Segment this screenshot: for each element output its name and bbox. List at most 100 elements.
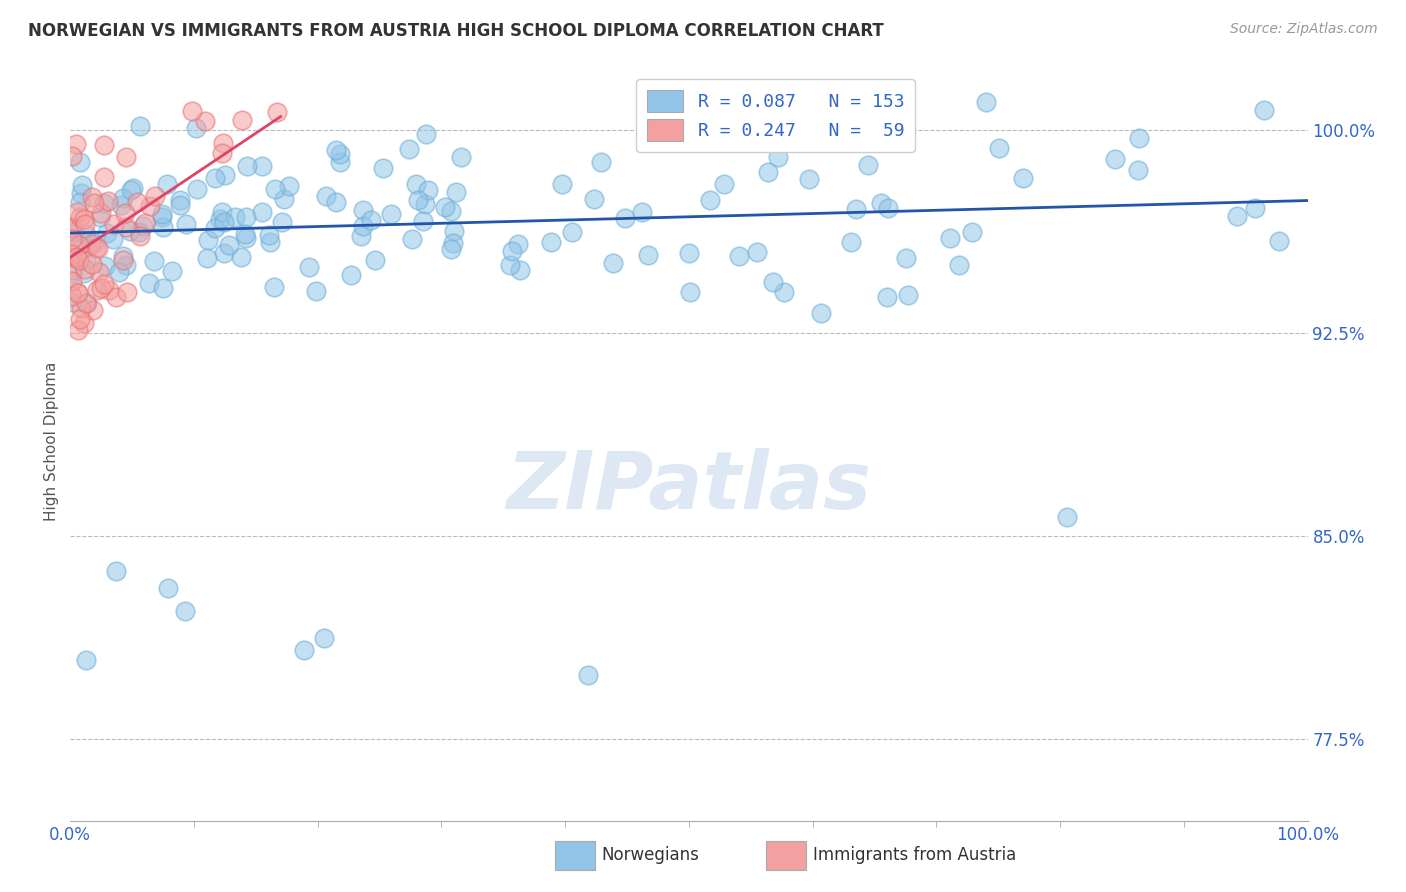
Point [82,190,104,204]
Point [870,195,893,210]
Point [110,198,132,212]
Point [150,207,173,221]
Point [418,183,440,197]
Point [810,306,832,320]
Point [257,227,280,242]
Point [80,236,103,251]
Point [60,263,83,277]
Point [1268,234,1291,248]
Point [60,149,83,163]
Point [948,258,970,272]
Point [156,177,179,191]
Point [174,604,197,618]
Point [142,254,165,268]
Point [868,104,890,119]
Point [194,113,217,128]
Point [229,251,252,265]
Point [70,233,93,247]
Point [266,105,288,120]
Point [440,204,463,219]
Point [897,287,920,301]
Point [75,252,97,267]
Point [174,217,197,231]
Point [235,210,257,224]
Point [157,582,180,596]
Point [398,143,420,157]
Point [499,258,522,272]
Point [66,285,89,300]
Point [75,227,97,241]
Point [93,169,115,184]
Point [292,643,315,657]
Point [84,241,107,255]
Point [98,283,121,297]
Point [551,177,574,191]
Point [1128,131,1150,145]
Point [218,237,240,252]
Point [115,150,138,164]
Point [583,192,606,206]
Point [67,252,90,267]
Point [325,195,347,210]
Point [509,263,531,277]
Point [443,224,465,238]
Point [212,136,235,150]
Point [659,131,682,145]
Point [87,241,110,255]
Point [508,237,530,252]
Point [589,154,612,169]
Point [195,251,218,265]
Point [120,224,142,238]
Point [60,221,83,235]
Point [350,228,373,243]
Point [1226,209,1249,223]
Point [125,194,148,209]
Point [112,191,135,205]
Point [678,285,700,299]
Point [73,211,96,226]
Point [637,248,659,262]
Point [90,281,112,295]
Point [83,195,105,210]
Point [224,210,246,224]
Point [138,276,160,290]
Point [352,219,374,234]
Point [67,322,90,336]
Point [561,225,583,239]
Point [876,290,898,304]
Point [87,265,110,279]
Point [60,289,83,303]
Point [82,303,104,318]
Point [83,235,105,250]
Point [120,183,142,197]
Point [415,128,437,142]
Point [211,204,233,219]
Legend: R = 0.087   N = 153, R = 0.247   N =  59: R = 0.087 N = 153, R = 0.247 N = 59 [636,79,915,152]
Point [152,219,174,234]
Point [96,226,118,240]
Point [143,189,166,203]
Point [184,120,207,135]
Point [352,203,374,218]
Point [450,150,472,164]
Point [273,192,295,206]
Point [75,296,97,310]
Point [329,155,352,169]
Point [204,170,226,185]
Point [65,136,87,151]
Point [60,232,83,246]
Point [678,246,700,260]
Point [65,251,87,265]
Point [271,215,294,229]
Point [112,252,135,267]
Point [412,214,434,228]
Point [60,247,83,261]
Point [1012,170,1035,185]
Point [104,564,127,578]
Point [312,631,335,645]
Point [128,225,150,239]
Point [250,159,273,173]
Point [444,186,467,200]
Point [214,169,236,183]
Point [939,231,962,245]
